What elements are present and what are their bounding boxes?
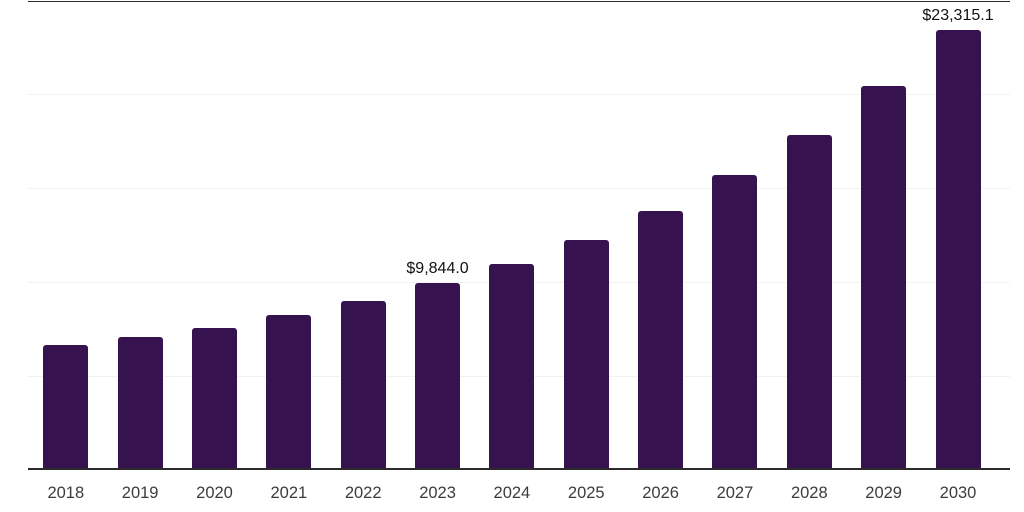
x-tick-2021: 2021	[270, 484, 308, 502]
x-tick-2019: 2019	[121, 484, 159, 502]
top-gridline	[28, 0, 1010, 2]
bar-2027	[712, 175, 758, 468]
x-tick-2026: 2026	[642, 484, 679, 502]
bar-2029	[861, 86, 907, 468]
bar-2030	[935, 30, 981, 468]
x-tick-2025: 2025	[567, 484, 605, 502]
x-tick-2020: 2020	[196, 484, 233, 502]
x-tick-2022: 2022	[344, 484, 382, 502]
x-tick-2027: 2027	[716, 484, 754, 502]
plot-area: $9,844.0 $23,315.1	[28, 0, 1010, 470]
bar-2018	[43, 345, 89, 468]
bar-2020	[192, 328, 237, 468]
bar-2024	[489, 263, 535, 468]
data-label-2030: $23,315.1	[922, 7, 994, 25]
data-label-2023: $9,844.0	[406, 260, 469, 278]
x-tick-2030: 2030	[939, 484, 977, 502]
x-tick-2024: 2024	[493, 484, 531, 502]
bar-2026	[638, 210, 684, 468]
x-tick-2028: 2028	[790, 484, 828, 502]
gridline	[28, 188, 1010, 190]
bar-2028	[786, 134, 832, 468]
gridline	[28, 94, 1010, 96]
x-tick-2023: 2023	[419, 484, 456, 502]
bar-2022	[340, 301, 386, 468]
bar-2021	[266, 315, 312, 468]
bar-2019	[117, 337, 163, 468]
bar-2025	[563, 239, 609, 468]
bar-2023	[415, 283, 461, 468]
x-tick-2018: 2018	[47, 484, 85, 502]
x-tick-2029: 2029	[865, 484, 902, 502]
